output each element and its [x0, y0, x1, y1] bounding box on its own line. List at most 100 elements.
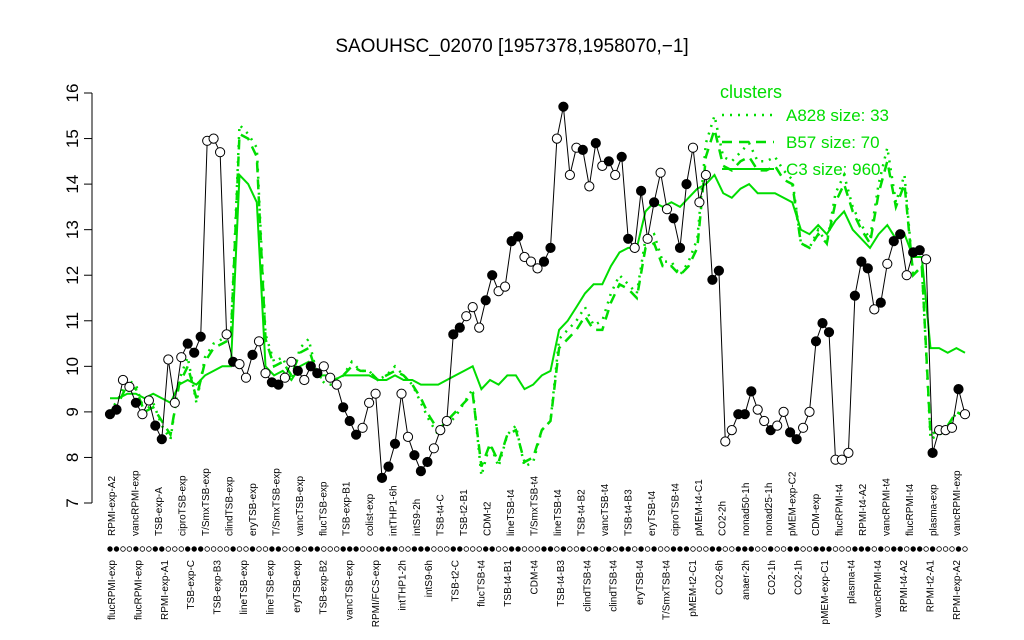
data-point: [383, 461, 394, 472]
rug-mark: [904, 546, 910, 552]
bottom-x-label: RPMI/FCS-exp: [371, 560, 382, 628]
data-point: [823, 327, 835, 338]
rug-mark: [735, 546, 741, 552]
data-point: [292, 365, 303, 376]
rug-mark: [508, 546, 515, 552]
rug-mark: [418, 546, 424, 552]
data-point: [629, 242, 640, 253]
bottom-x-label: TSB-exp-B3: [213, 560, 224, 615]
rug-mark: [334, 546, 340, 552]
data-point: [428, 443, 439, 454]
series-line-1: [109, 124, 966, 468]
data-point: [279, 372, 290, 383]
rug-mark: [256, 546, 262, 552]
data-point: [234, 359, 245, 370]
data-point: [195, 331, 206, 342]
bottom-x-label: pMEM-exp-C1: [820, 560, 831, 625]
chart-title: SAOUHSC_02070 [1957378,1958070,−1]: [335, 36, 688, 57]
rug-mark: [891, 546, 897, 552]
data-point: [351, 429, 362, 440]
data-point: [182, 338, 193, 349]
top-x-label: TSB-t4-B3: [623, 489, 634, 536]
rug-mark: [955, 546, 962, 552]
data-point: [720, 436, 731, 447]
rug-mark: [586, 546, 592, 552]
rug-mark: [269, 546, 275, 552]
rug-mark: [483, 546, 489, 552]
rug-mark: [223, 546, 230, 552]
data-point: [357, 422, 368, 433]
data-point: [409, 450, 420, 461]
rug-mark: [262, 546, 269, 552]
data-point: [895, 229, 906, 240]
data-point: [338, 402, 349, 413]
data-point: [143, 395, 154, 406]
top-x-label: TSB-t4-C: [436, 494, 447, 536]
data-point: [551, 133, 563, 144]
data-point: [668, 213, 679, 224]
bottom-x-label: eryTSB-t4: [635, 560, 646, 605]
bottom-x-label: clindTSB-t4: [609, 560, 620, 612]
data-point: [785, 427, 796, 438]
series-line-2: [110, 172, 966, 405]
rug-mark: [832, 546, 839, 552]
data-point: [480, 295, 491, 306]
rug-mark: [159, 546, 165, 552]
rug-mark: [722, 546, 728, 552]
rug-mark: [126, 546, 133, 552]
rug-mark: [476, 546, 482, 552]
top-x-label: pMEM-exp-C2: [788, 471, 799, 536]
rug-mark: [774, 546, 780, 552]
rug-mark: [670, 546, 677, 552]
bottom-x-label: clindTSB-t4: [582, 560, 593, 612]
rug-mark: [146, 546, 152, 552]
rug-mark: [217, 546, 223, 552]
top-x-label: flucTSB-exp: [318, 481, 329, 536]
y-tick-label: 15: [63, 129, 82, 148]
rug-mark: [761, 546, 767, 552]
rug-mark: [813, 546, 819, 552]
rug-mark: [962, 546, 968, 552]
y-tick-label: 12: [63, 266, 82, 285]
rug-mark: [107, 546, 113, 552]
data-point: [538, 256, 550, 267]
rug-mark: [495, 546, 502, 552]
bottom-x-label: eryTSB-exp: [292, 560, 303, 613]
data-point: [655, 167, 666, 178]
data-point: [331, 379, 342, 390]
bottom-x-label: vancTSB-exp: [345, 560, 356, 620]
bottom-x-label: intS9-6h: [424, 560, 435, 597]
data-point: [921, 254, 932, 265]
rug-mark: [567, 546, 573, 552]
rug-mark: [398, 546, 405, 552]
top-x-labels: RPMI-exp-A2 vancRPMI-exp TSB-exp-A ciproTSB…: [107, 468, 963, 536]
data-point: [946, 422, 958, 433]
rug-mark: [347, 546, 353, 552]
rug-mark: [755, 546, 761, 552]
bottom-x-label: CO2-6h: [714, 560, 725, 595]
rug-mark: [385, 546, 392, 552]
legend-label-0: A828 size: 33: [786, 106, 889, 125]
data-point: [642, 233, 653, 244]
data-point: [454, 322, 465, 333]
data-point: [111, 404, 122, 415]
rug-mark: [690, 546, 696, 552]
series-lines: [108, 110, 966, 477]
rug-mark: [353, 546, 359, 552]
data-point: [590, 138, 601, 149]
top-x-label: TSB-exp-A: [154, 487, 165, 536]
y-tick-label: 16: [63, 84, 82, 103]
rug-mark: [819, 546, 826, 552]
bottom-x-label: intTHP1-2h: [397, 560, 408, 611]
data-point: [189, 347, 200, 358]
rug-mark: [113, 546, 120, 552]
bottom-x-label: CO2-1h: [794, 560, 805, 595]
y-axis: 7 8 9 10 11 12 13 14 15 16: [63, 84, 93, 508]
rug-mark: [405, 546, 411, 552]
rug-mark: [534, 546, 541, 552]
data-point: [137, 409, 148, 420]
rug-mark: [359, 546, 366, 552]
rug-mark: [411, 546, 418, 552]
legend-title: clusters: [720, 82, 782, 102]
rug-mark: [852, 546, 858, 552]
